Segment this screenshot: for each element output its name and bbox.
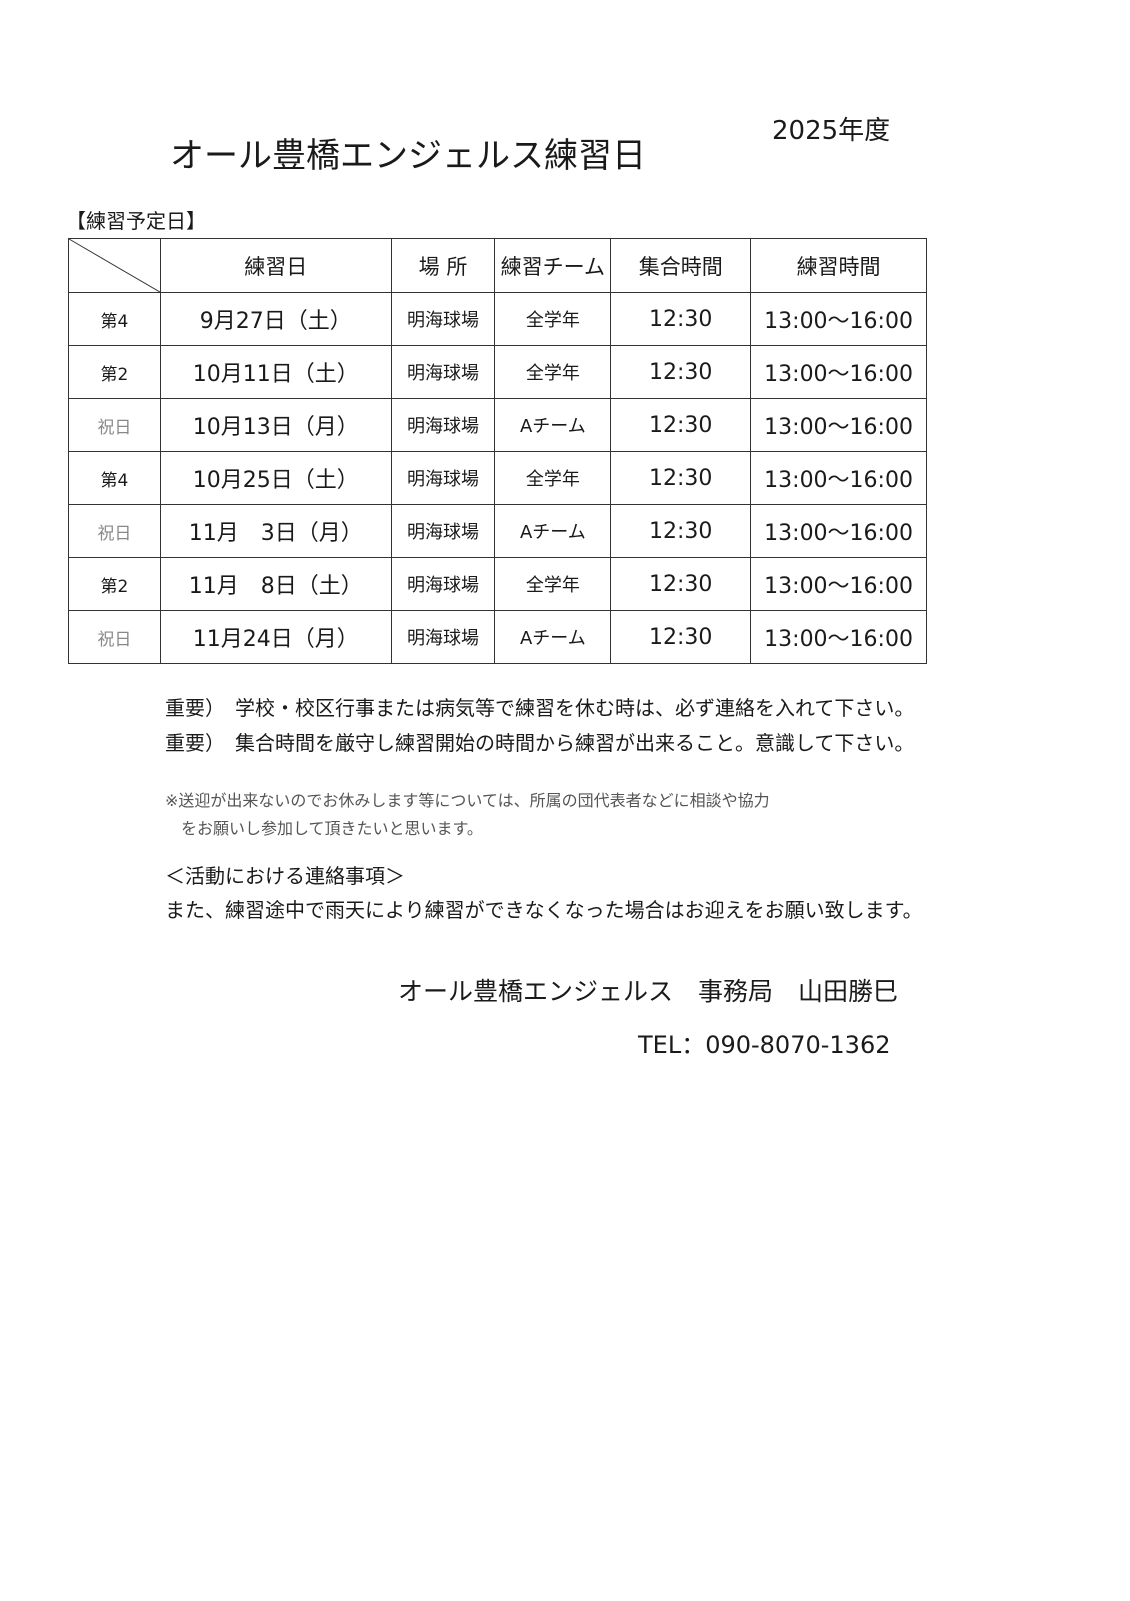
table-row: 第4 10月25日（土） 明海球場 全学年 12:30 13:00～16:00 (68, 451, 927, 505)
practice-date: 10月11日（土） (159, 345, 392, 399)
page-title: オール豊橋エンジェルス練習日 (170, 136, 646, 176)
practice-date: 9月27日（土） (159, 292, 392, 346)
practice-time: 13:00～16:00 (750, 451, 927, 505)
table-row: 第2 10月11日（土） 明海球場 全学年 12:30 13:00～16:00 (68, 345, 927, 399)
practice-schedule-table: 練習日 場 所 練習チーム 集合時間 練習時間 第4 9月27日（土） 明海球場 全学… (68, 238, 927, 664)
column-header: 集合時間 (610, 238, 752, 293)
team: Aチーム (494, 610, 612, 664)
place: 明海球場 (390, 292, 496, 346)
team: 全学年 (494, 557, 612, 611)
practice-date: 10月25日（土） (159, 451, 392, 505)
meet-time: 12:30 (610, 557, 752, 611)
row-type: 第2 (68, 345, 161, 399)
practice-date: 11月24日（月） (159, 610, 392, 664)
practice-time: 13:00～16:00 (750, 345, 927, 399)
section-heading: 【練習予定日】 (66, 209, 206, 233)
fiscal-year: 2025年度 (772, 116, 891, 146)
place: 明海球場 (390, 345, 496, 399)
phone-number: TEL：090-8070-1362 (638, 1031, 891, 1059)
practice-date: 11月 3日（月） (159, 504, 392, 558)
team: Aチーム (494, 398, 612, 452)
row-type: 第4 (68, 451, 161, 505)
place: 明海球場 (390, 451, 496, 505)
table-row: 祝日 10月13日（月） 明海球場 Aチーム 12:30 13:00～16:00 (68, 398, 927, 452)
place: 明海球場 (390, 504, 496, 558)
meet-time: 12:30 (610, 504, 752, 558)
team: Aチーム (494, 504, 612, 558)
remark-line: ※送迎が出来ないのでお休みします等については、所属の団代表者などに相談や協力 (165, 791, 770, 810)
important-note: 重要） 学校・校区行事または病気等で練習を休む時は、必ず連絡を入れて下さい。 (165, 696, 915, 720)
table-row: 祝日 11月24日（月） 明海球場 Aチーム 12:30 13:00～16:00 (68, 610, 927, 664)
meet-time: 12:30 (610, 451, 752, 505)
column-header: 練習時間 (750, 238, 927, 293)
table-row: 祝日 11月 3日（月） 明海球場 Aチーム 12:30 13:00～16:00 (68, 504, 927, 558)
meet-time: 12:30 (610, 610, 752, 664)
team: 全学年 (494, 451, 612, 505)
row-type: 祝日 (68, 610, 161, 664)
row-type: 祝日 (68, 398, 161, 452)
row-type: 第4 (68, 292, 161, 346)
row-type: 祝日 (68, 504, 161, 558)
team: 全学年 (494, 345, 612, 399)
practice-date: 11月 8日（土） (159, 557, 392, 611)
practice-time: 13:00～16:00 (750, 504, 927, 558)
remark-line: をお願いし参加して頂きたいと思います。 (165, 819, 483, 838)
contact-text: また、練習途中で雨天により練習ができなくなった場合はお迎えをお願い致します。 (165, 898, 923, 922)
meet-time: 12:30 (610, 292, 752, 346)
place: 明海球場 (390, 610, 496, 664)
practice-time: 13:00～16:00 (750, 610, 927, 664)
important-note: 重要） 集合時間を厳守し練習開始の時間から練習が出来ること。意識して下さい。 (165, 731, 915, 755)
column-header: 練習日 (159, 238, 392, 293)
corner-cell (68, 238, 161, 293)
practice-time: 13:00～16:00 (750, 398, 927, 452)
place: 明海球場 (390, 557, 496, 611)
table-row: 第2 11月 8日（土） 明海球場 全学年 12:30 13:00～16:00 (68, 557, 927, 611)
signature: オール豊橋エンジェルス 事務局 山田勝巳 (398, 977, 899, 1006)
column-header: 場 所 (390, 238, 496, 293)
meet-time: 12:30 (610, 398, 752, 452)
row-type: 第2 (68, 557, 161, 611)
table-header-row: 練習日 場 所 練習チーム 集合時間 練習時間 (68, 238, 927, 293)
practice-time: 13:00～16:00 (750, 557, 927, 611)
contact-heading: ＜活動における連絡事項＞ (165, 864, 405, 888)
column-header: 練習チーム (494, 238, 612, 293)
practice-time: 13:00～16:00 (750, 292, 927, 346)
place: 明海球場 (390, 398, 496, 452)
practice-date: 10月13日（月） (159, 398, 392, 452)
team: 全学年 (494, 292, 612, 346)
meet-time: 12:30 (610, 345, 752, 399)
table-row: 第4 9月27日（土） 明海球場 全学年 12:30 13:00～16:00 (68, 292, 927, 346)
